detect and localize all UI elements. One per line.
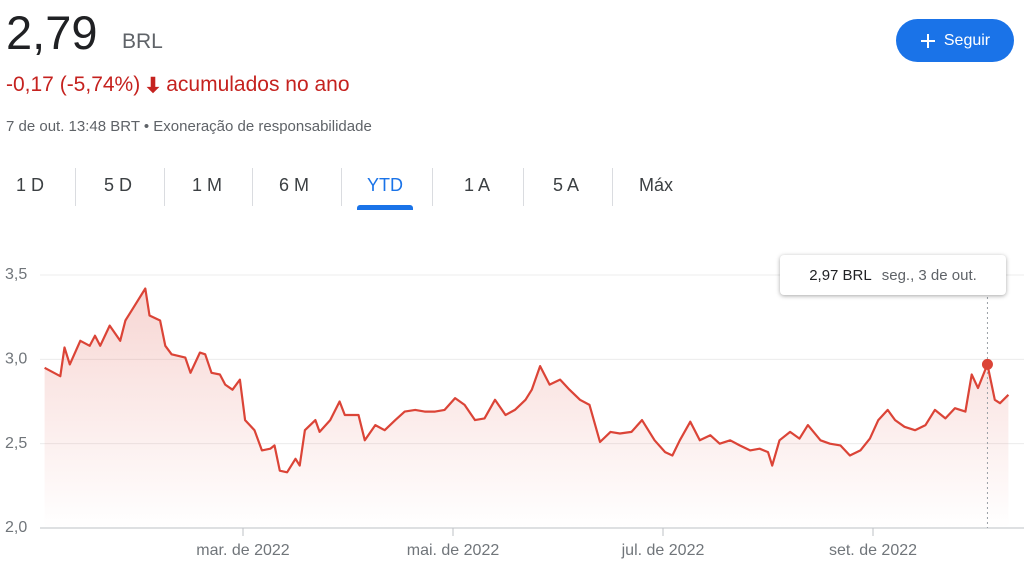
tab-separator	[75, 168, 76, 206]
plus-icon	[920, 33, 935, 48]
change: -0,17 (-5,74%)	[6, 73, 141, 96]
tooltip: 2,97 BRL seg., 3 de out.	[780, 255, 1006, 295]
tab-separator	[251, 168, 253, 206]
tab-separator	[522, 168, 524, 206]
x-tick-label: jul. de 2022	[621, 542, 705, 559]
y-tick-label: 3,0	[5, 351, 27, 368]
tooltip-value: 2,97 BRL	[809, 266, 872, 284]
tab[interactable]: 5 D	[103, 175, 132, 195]
tab-underline	[357, 205, 413, 210]
hover-point	[981, 358, 993, 370]
y-tick-label: 2,5	[5, 435, 27, 452]
x-tick-label: mar. de 2022	[196, 542, 290, 559]
y-tick-label: 3,5	[5, 266, 27, 283]
tab[interactable]: 1 M	[191, 175, 222, 195]
price: 2,79	[6, 6, 98, 59]
timestamp[interactable]: 7 de out. 13:48 BRT • Exoneração de resp…	[6, 118, 372, 135]
tab-separator	[432, 168, 433, 206]
x-tick-label: set. de 2022	[829, 542, 917, 559]
follow-label: Seguir	[943, 31, 991, 49]
tab[interactable]: YTD	[367, 175, 403, 195]
tab-separator	[340, 168, 342, 206]
area	[44, 288, 1009, 528]
down-arrow	[146, 76, 160, 94]
tab-separator	[612, 168, 613, 206]
line	[44, 287, 1010, 474]
follow-button[interactable]: Seguir	[896, 19, 1014, 62]
change-row: -0,17 (-5,74%) acumulados no ano	[6, 73, 350, 97]
change-period: acumulados no ano	[166, 73, 350, 96]
tab[interactable]: 5 A	[552, 175, 580, 195]
currency: BRL	[122, 30, 163, 53]
x-tick-label: mai. de 2022	[407, 542, 500, 559]
tab[interactable]: Máx	[638, 175, 673, 195]
tooltip-date: seg., 3 de out.	[881, 266, 977, 284]
tab[interactable]: 1 D	[15, 175, 44, 195]
y-tick-label: 2,0	[5, 519, 27, 536]
tab[interactable]: 6 M	[278, 175, 309, 195]
tab[interactable]: 1 A	[463, 175, 491, 195]
tab-separator	[163, 168, 165, 206]
